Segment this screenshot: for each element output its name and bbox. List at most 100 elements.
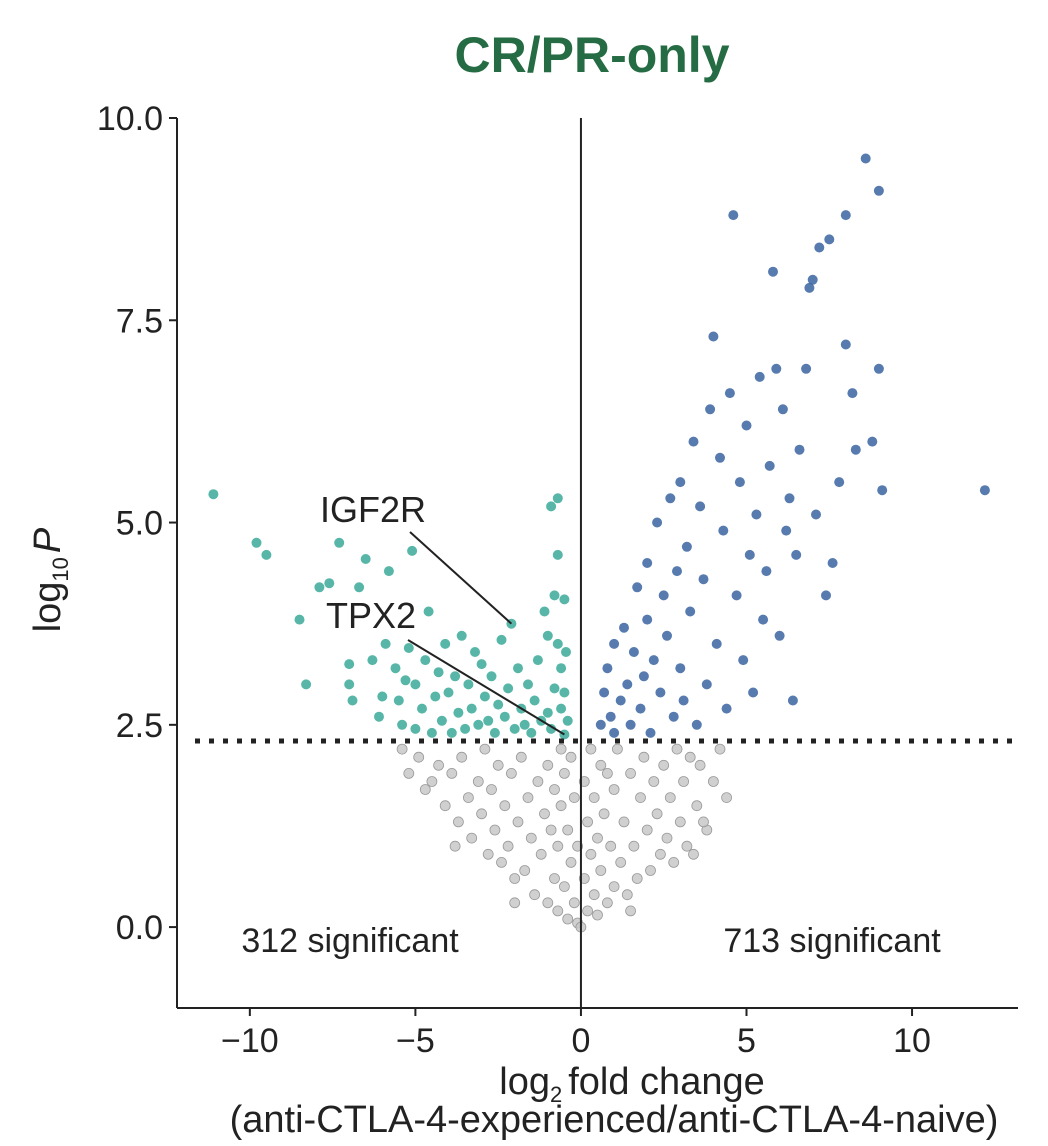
- down-point: [479, 691, 490, 702]
- ns-point: [721, 792, 732, 803]
- ns-point: [486, 784, 497, 795]
- ns-point: [641, 824, 653, 836]
- down-point: [513, 663, 523, 674]
- ns-point: [449, 840, 461, 852]
- ns-point: [559, 768, 570, 779]
- down-point: [489, 727, 500, 738]
- up-point: [662, 630, 672, 641]
- ns-point: [615, 857, 627, 868]
- up-point: [665, 493, 676, 504]
- down-point: [556, 703, 567, 714]
- down-point: [499, 711, 510, 722]
- up-point: [595, 719, 606, 730]
- up-point: [609, 727, 620, 738]
- ns-point: [479, 743, 491, 755]
- ns-point: [496, 857, 507, 868]
- ns-point: [542, 759, 554, 771]
- down-point: [261, 549, 272, 560]
- ns-point: [582, 816, 593, 828]
- up-point: [791, 549, 802, 560]
- down-point: [446, 727, 457, 738]
- down-point: [440, 638, 451, 649]
- down-point: [503, 683, 514, 694]
- ns-point: [602, 768, 613, 779]
- ns-point: [505, 768, 517, 779]
- down-point: [552, 549, 563, 560]
- x-tick-label: −10: [221, 1022, 279, 1060]
- up-point: [751, 509, 762, 520]
- ns-point: [568, 897, 580, 909]
- ns-point: [439, 800, 451, 812]
- gene-annotations: IGF2R TPX2: [320, 489, 565, 736]
- up-point: [642, 614, 653, 625]
- up-points: [595, 153, 990, 738]
- up-point: [824, 234, 835, 245]
- down-point: [420, 655, 431, 666]
- down-point: [367, 655, 378, 666]
- down-point: [470, 647, 480, 657]
- down-point: [410, 723, 421, 734]
- x-axis-label-log: log: [499, 1061, 550, 1103]
- ns-point: [694, 759, 706, 771]
- down-point: [466, 703, 477, 714]
- ns-point: [661, 832, 673, 844]
- ns-point: [515, 751, 527, 763]
- up-point: [678, 695, 689, 706]
- up-point: [648, 655, 659, 666]
- ns-point: [658, 759, 670, 771]
- up-point: [827, 558, 838, 568]
- ns-point: [472, 776, 484, 787]
- ns-points: [396, 743, 732, 933]
- up-point: [794, 444, 805, 455]
- up-point: [625, 719, 636, 730]
- up-point: [668, 711, 679, 722]
- up-point: [860, 153, 871, 164]
- up-point: [658, 590, 669, 601]
- ns-point: [396, 743, 408, 755]
- down-point: [493, 699, 504, 710]
- ns-point: [668, 857, 680, 868]
- ns-point: [628, 840, 640, 852]
- up-point: [715, 452, 725, 463]
- up-point: [771, 363, 782, 374]
- up-point: [645, 727, 656, 738]
- y-axis-label-log: log: [27, 582, 69, 633]
- up-point: [979, 485, 990, 496]
- y-tick-label: 2.5: [116, 707, 163, 745]
- right-significant-count: 713 significant: [723, 922, 941, 960]
- up-point: [605, 711, 616, 722]
- ns-point: [588, 792, 600, 803]
- down-point: [559, 687, 570, 698]
- ns-point: [595, 759, 607, 771]
- up-point: [840, 210, 851, 221]
- down-point: [407, 545, 418, 556]
- down-point: [397, 719, 408, 730]
- up-point: [867, 436, 878, 447]
- up-point: [632, 582, 643, 593]
- ns-point: [549, 873, 560, 884]
- up-point: [850, 444, 861, 455]
- down-point: [208, 489, 219, 500]
- ns-point: [535, 848, 547, 860]
- up-point: [807, 274, 818, 285]
- ns-point: [522, 792, 534, 803]
- up-point: [741, 420, 752, 431]
- ns-point: [671, 743, 683, 755]
- up-point: [635, 703, 646, 714]
- down-point: [251, 537, 262, 548]
- left-significant-count: 312 significant: [241, 922, 459, 960]
- up-point: [622, 679, 633, 690]
- up-point: [708, 331, 719, 342]
- up-point: [638, 671, 649, 682]
- down-point: [552, 638, 563, 649]
- up-point: [738, 655, 749, 666]
- ns-point: [476, 808, 488, 820]
- ns-point: [509, 897, 521, 909]
- up-point: [734, 477, 745, 488]
- ns-point: [681, 840, 693, 852]
- down-point: [410, 679, 421, 690]
- down-point: [436, 715, 447, 726]
- ns-point: [433, 759, 445, 771]
- down-point: [377, 691, 388, 702]
- ns-point: [605, 840, 617, 852]
